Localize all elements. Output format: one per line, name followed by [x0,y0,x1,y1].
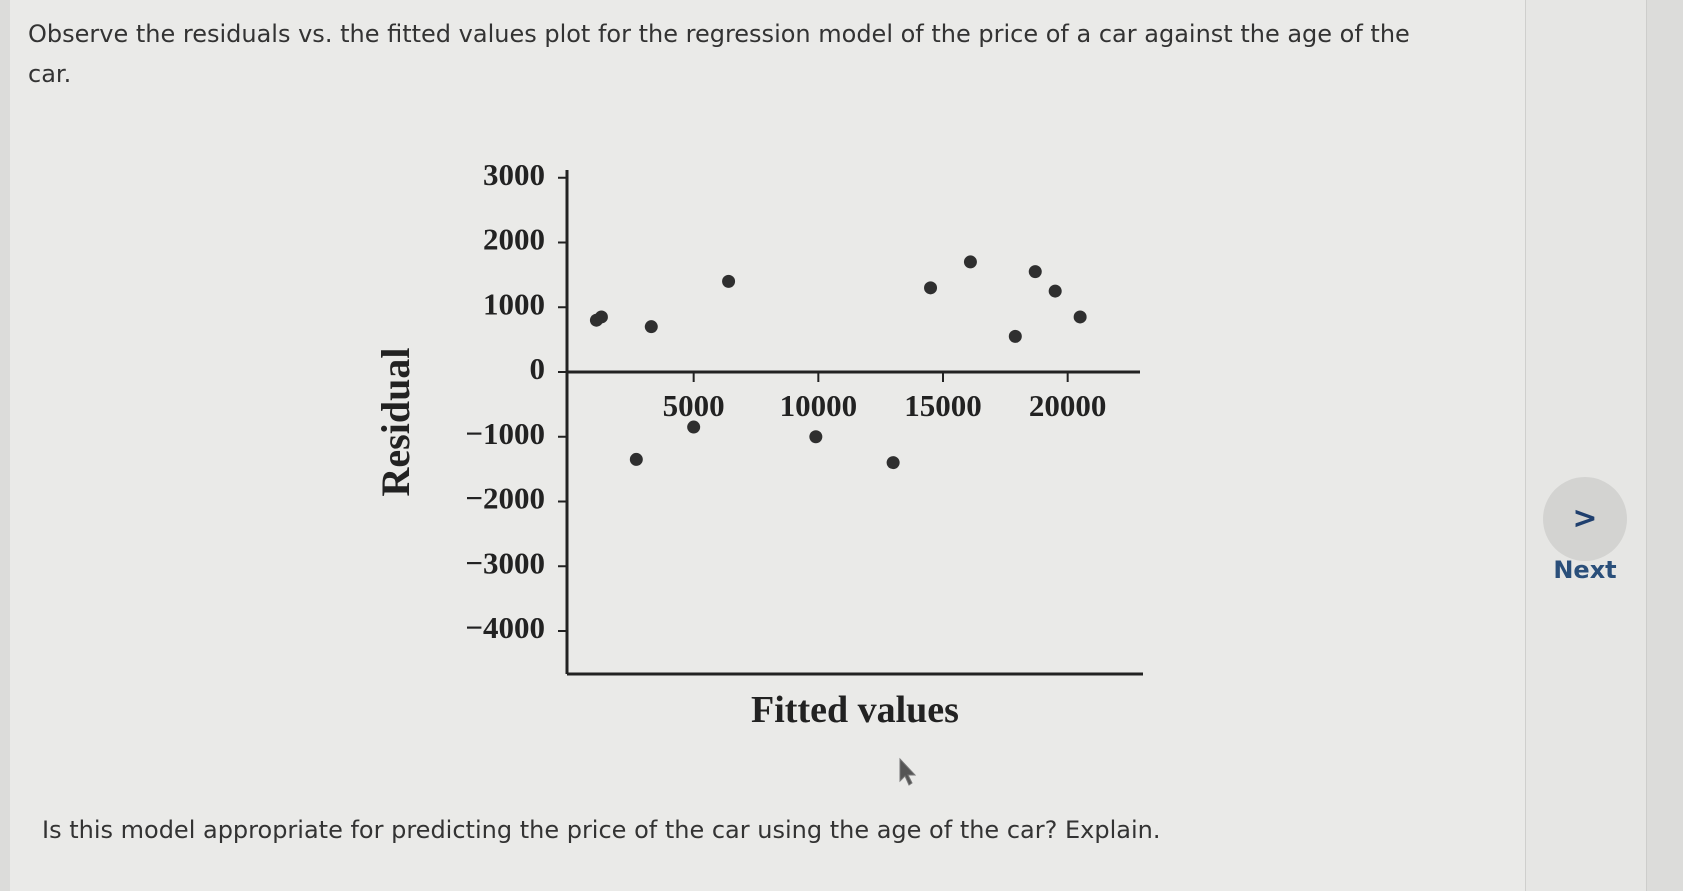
scatter-point [963,255,977,269]
chevron-right-icon: > [1572,501,1598,536]
right-panel [1526,0,1647,891]
next-label[interactable]: Next [1553,556,1617,584]
x-tick-label: 10000 [780,388,858,423]
scatter-point [1008,329,1022,343]
mouse-pointer-icon [899,757,917,786]
question-text: Observe the residuals vs. the fitted val… [28,20,1410,88]
scatter-point [722,274,736,288]
y-axis-ticks: 3000 2000 1000 0 −1000 −2000 −3000 −4000 [465,157,567,645]
y-tick-label: 2000 [483,222,545,257]
scatter-point [1048,284,1062,298]
y-tick-label: −2000 [465,481,545,516]
scatter-point [687,420,701,434]
y-tick-label: 3000 [483,157,545,192]
x-axis-label: Fitted values [751,689,959,731]
y-axis-label: Residual [380,348,418,497]
prompt-text: Is this model appropriate for predicting… [42,816,1161,844]
scatter-point [1028,265,1042,279]
y-tick-label: −3000 [465,545,545,580]
scatter-point [644,320,658,334]
scatter-point [886,456,900,470]
data-points [589,255,1087,470]
y-tick-label: −1000 [465,416,545,451]
scatter-point [924,281,938,295]
x-tick-label: 15000 [904,388,982,423]
scatter-point [594,310,608,324]
main-panel [10,0,1526,891]
next-button[interactable]: > [1543,477,1627,561]
scatter-point [629,452,643,466]
x-tick-label: 5000 [663,388,725,423]
scatter-point [1073,310,1087,324]
x-tick-label: 20000 [1029,388,1107,423]
scatter-point [809,430,823,444]
y-tick-label: 1000 [483,286,545,321]
x-axis-ticks: 5000 10000 15000 20000 [663,372,1107,423]
y-tick-label: 0 [530,351,546,386]
y-tick-label: −4000 [465,610,545,645]
